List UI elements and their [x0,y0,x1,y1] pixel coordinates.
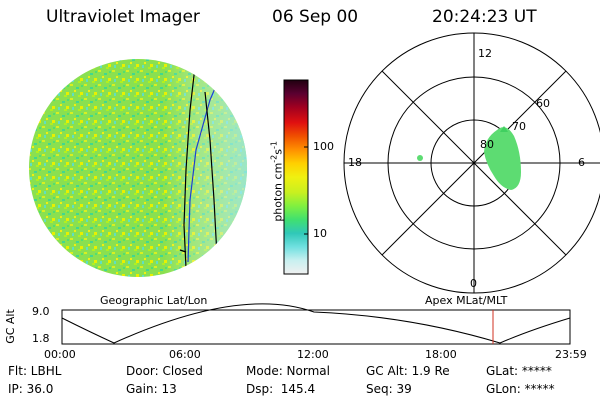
gain-label: Gain: 13 [126,382,177,396]
mlt-label-6: 6 [578,156,585,169]
altitude-axis-label: GC Alt [3,309,17,344]
gc-alt-label: GC Alt: 1.9 Re [366,364,450,378]
time-tick-0000: 00:00 [44,348,76,361]
altitude-tick-1-8: 1.8 [32,332,50,345]
seq-label: Seq: 39 [366,382,412,396]
polar-plot [343,32,600,294]
geographic-title: Geographic Lat/Lon [100,294,208,307]
time-tick-1200: 12:00 [297,348,329,361]
time-tick-1800: 18:00 [425,348,457,361]
dsp-label: Dsp: 145.4 [246,382,316,396]
ip-label: IP: 36.0 [8,382,54,396]
mlt-label-0: 0 [470,277,477,290]
uvi-image-disk [29,59,247,277]
color-bar [283,79,309,275]
mlat-label-70: 70 [512,120,526,133]
filter-label: Flt: LBHL [8,364,62,378]
auroral-oval [417,126,521,190]
mode-label: Mode: Normal [246,364,330,378]
mlt-label-18: 18 [348,156,362,169]
time-tick-2359: 23:59 [555,348,587,361]
date-label: 06 Sep 00 [272,7,359,27]
mlat-label-80: 80 [480,138,494,151]
door-label: Door: Closed [126,364,203,378]
mlt-label-12: 12 [478,47,492,60]
glon-label: GLon: ***** [486,382,555,396]
mlat-label-60: 60 [536,97,550,110]
glat-label: GLat: ***** [486,364,552,378]
time-label: 20:24:23 UT [432,7,537,27]
colorbar-tick-10: 10 [313,227,327,240]
apex-title: Apex MLat/MLT [425,294,508,307]
instrument-title: Ultraviolet Imager [46,7,200,27]
time-tick-0600: 06:00 [169,348,201,361]
altitude-plot [61,303,571,345]
colorbar-unit-label: photon cm-2s-1 [269,141,285,222]
altitude-tick-9: 9.0 [32,305,50,318]
colorbar-tick-100: 100 [313,140,334,153]
